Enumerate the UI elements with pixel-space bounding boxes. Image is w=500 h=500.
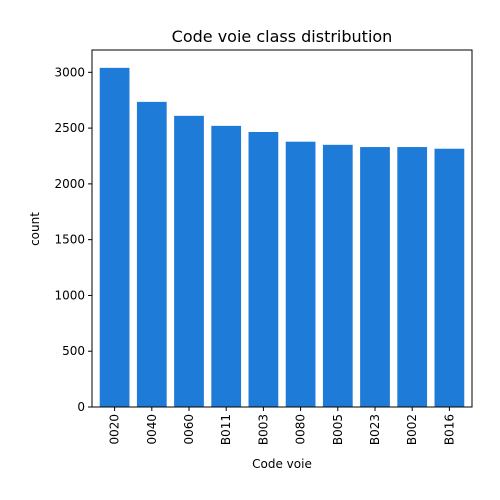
y-tick-label-3000: 3000 (54, 65, 85, 79)
x-tick-label-B003: B003 (256, 414, 270, 445)
x-axis-label: Code voie (252, 457, 312, 471)
bar-0060 (174, 115, 204, 407)
x-tick-label-B023: B023 (368, 414, 382, 445)
x-axis: 0020 0040 0060 B011 B003 0080 B005 B023 B002 B016 (108, 407, 456, 445)
bars-group (99, 67, 465, 408)
bar-B016 (434, 148, 465, 408)
x-tick-label-B016: B016 (442, 414, 456, 445)
y-tick-label-500: 500 (62, 344, 85, 358)
y-axis-label: count (28, 212, 42, 246)
bar-B005 (322, 144, 353, 407)
bar-B003 (248, 132, 279, 407)
bar-B011 (211, 125, 242, 408)
plot-frame (91, 49, 473, 408)
bar-0080 (285, 141, 316, 407)
y-tick-label-1500: 1500 (54, 233, 85, 247)
x-tick-label-0020: 0020 (108, 414, 122, 445)
x-tick-label-B005: B005 (331, 414, 345, 445)
x-tick-label-B011: B011 (219, 414, 233, 445)
y-tick-label-2500: 2500 (54, 121, 85, 135)
x-tick-label-0060: 0060 (182, 414, 196, 445)
bar-B023 (360, 147, 390, 407)
chart-title: Code voie class distribution (172, 27, 393, 46)
y-tick-label-1000: 1000 (54, 288, 85, 302)
x-tick-label-0040: 0040 (145, 414, 159, 445)
x-tick-label-B002: B002 (405, 414, 419, 445)
y-axis: 0 500 1000 1500 2000 2500 3000 (54, 65, 92, 414)
bar-0040 (136, 101, 167, 407)
y-tick-label-0: 0 (77, 400, 85, 414)
y-tick-label-2000: 2000 (54, 177, 85, 191)
bar-0020 (99, 67, 130, 407)
x-tick-label-0080: 0080 (294, 414, 308, 445)
bar-B002 (397, 147, 428, 407)
